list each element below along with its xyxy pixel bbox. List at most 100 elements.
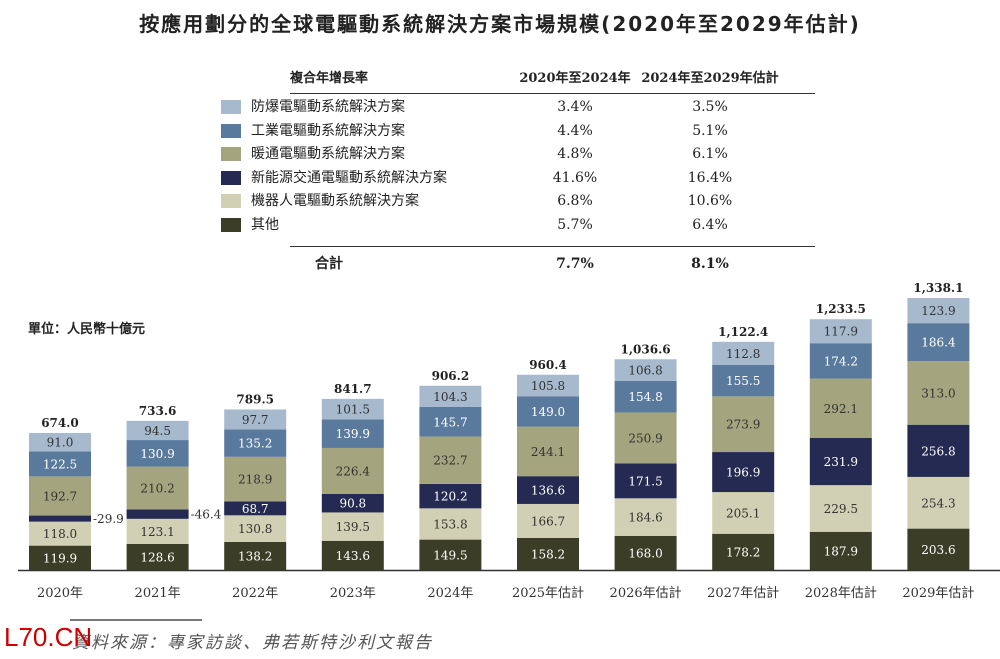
segment-label: 166.7: [531, 514, 565, 528]
segment-label: 187.9: [824, 544, 858, 558]
total-label: 789.5: [236, 392, 274, 406]
segment-label: 128.6: [140, 550, 174, 564]
bar-segment: [321, 447, 384, 494]
bar-segment: [712, 533, 775, 570]
x-tick-label: 2023年: [330, 586, 376, 601]
segment-label: 90.8: [339, 497, 366, 511]
segment-label: 104.3: [433, 390, 467, 404]
bar-segment: [419, 539, 482, 570]
x-tick-label: 2028年估計: [805, 585, 877, 601]
segment-label: 97.7: [242, 413, 269, 427]
cagr-2020-2024: 6.8%: [557, 193, 593, 209]
segment-label: 184.6: [628, 511, 662, 525]
x-tick-label: 2022年: [232, 586, 278, 601]
bar-segment: [126, 543, 189, 570]
bar-segment: [517, 503, 579, 538]
segment-label: 178.2: [726, 545, 760, 559]
bar-segment: [419, 508, 482, 540]
segment-label: 118.0: [43, 527, 77, 541]
legend-label: 其他: [251, 216, 279, 233]
segment-label: 145.7: [433, 415, 467, 429]
bar-segment: [517, 426, 579, 477]
segment-label: 210.2: [140, 482, 174, 496]
segment-label: 135.2: [238, 437, 272, 451]
segment-label: 106.8: [628, 364, 662, 378]
bar-segment: [29, 545, 91, 570]
bar-segment: [224, 501, 287, 516]
total-label: 合計: [315, 256, 343, 272]
segment-label: 254.3: [921, 496, 955, 510]
bar-segment: [907, 297, 970, 324]
segment-label: 313.0: [921, 386, 955, 400]
bar-segment: [321, 540, 384, 570]
x-tick-label: 2025年估計: [512, 585, 584, 601]
segment-label: 138.2: [238, 549, 272, 563]
bar-segment: [712, 492, 775, 534]
legend-label: 防爆電驅動系統解決方案: [251, 99, 405, 115]
bar-segment: [224, 456, 287, 502]
segment-label: 168.0: [628, 546, 662, 560]
bar-segment: [29, 521, 91, 546]
segment-label: 205.1: [726, 506, 760, 520]
segment-label: 244.1: [531, 445, 565, 459]
segment-label: 231.9: [824, 455, 858, 469]
chart-title: 按應用劃分的全球電驅動系統解決方案市場規模(2020年至2029年估計): [139, 12, 861, 36]
total-label: 1,122.4: [718, 325, 768, 339]
segment-label: 155.5: [726, 374, 760, 388]
cagr-2024-2029: 16.4%: [687, 169, 733, 186]
segment-label: 130.9: [140, 447, 174, 461]
total-col1: 7.7%: [556, 256, 594, 272]
legend-label: 機器人電驅動系統解決方案: [251, 193, 419, 209]
table-total-row: 合計 7.7% 8.1%: [205, 253, 815, 275]
legend-swatch: [221, 170, 241, 185]
bar-segment: [809, 531, 872, 570]
header-label: 複合年增長率: [290, 71, 369, 86]
total-label: 733.6: [139, 404, 177, 418]
unit-label: 單位：人民幣十億元: [28, 322, 146, 337]
bar-segment: [809, 437, 872, 486]
segment-label: 186.4: [921, 336, 956, 350]
segment-label: -46.4: [191, 508, 222, 522]
bar-segment: [809, 485, 872, 532]
segment-label: 122.5: [43, 457, 77, 471]
segment-label: 226.4: [336, 464, 371, 478]
bar-segment: [419, 406, 482, 437]
legend-row: 機器人電驅動系統解決方案 6.8% 10.6%: [205, 190, 815, 212]
bar-segment: [419, 483, 482, 509]
bar-segment: [712, 341, 775, 365]
bar-segment: [809, 378, 872, 438]
legend-label: 暖通電驅動系統解決方案: [251, 146, 405, 162]
bar-segment: [907, 323, 970, 362]
bar-segment: [517, 476, 579, 504]
segment-label: 196.9: [726, 466, 760, 480]
segment-label: 101.5: [336, 403, 370, 417]
divider: [290, 246, 815, 247]
total-col2: 8.1%: [691, 256, 729, 272]
bar-segment: [907, 424, 970, 477]
x-tick-label: 2021年: [135, 586, 181, 601]
bar-segment: [321, 493, 384, 513]
segment-label: 143.6: [336, 549, 370, 563]
bar-segment: [224, 515, 287, 542]
legend-swatch: [221, 123, 241, 138]
bar-segment: [712, 452, 775, 493]
bar-segment: [126, 509, 189, 519]
bar-segment: [614, 380, 677, 413]
legend-row: 工業電驅動系統解決方案 4.4% 5.1%: [205, 120, 815, 142]
bar-segment: [126, 420, 189, 441]
bar-segment: [809, 319, 872, 344]
bar-segment: [907, 528, 970, 570]
bar-segment: [517, 396, 579, 427]
segment-label: 192.7: [43, 489, 77, 503]
source-divider: [70, 619, 202, 621]
segment-label: 136.6: [531, 484, 565, 498]
legend-row: 其他 5.7% 6.4%: [205, 214, 815, 236]
cagr-2024-2029: 10.6%: [687, 193, 733, 209]
x-tick-label: 2027年估計: [707, 585, 779, 601]
divider: [290, 93, 815, 94]
segment-label: 256.8: [921, 444, 955, 458]
cagr-2024-2029: 6.4%: [692, 216, 728, 233]
bar-segment: [224, 429, 287, 457]
cagr-2024-2029: 3.5%: [692, 99, 728, 115]
